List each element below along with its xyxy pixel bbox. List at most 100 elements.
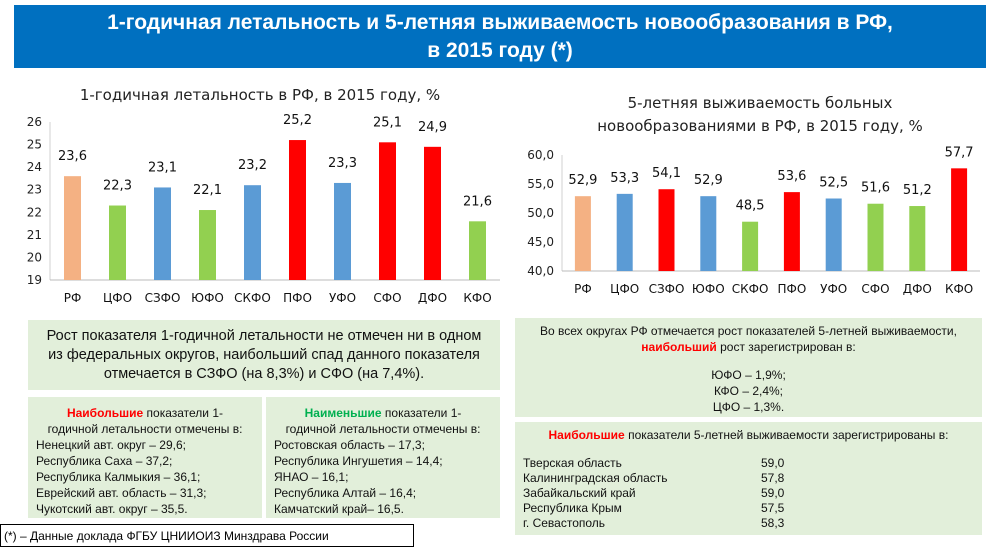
chart1-title: 1-годичная летальность в РФ, в 2015 году… xyxy=(79,86,441,104)
x-tick-label: РФ xyxy=(574,282,592,296)
y-tick-label: 20 xyxy=(27,250,42,264)
x-tick-label: СКФО xyxy=(234,291,271,305)
bar xyxy=(616,193,633,271)
slide-title: 1-годичная летальность и 5-летняя выжива… xyxy=(14,5,986,68)
y-tick-label: 55,0 xyxy=(527,177,554,191)
bar xyxy=(424,146,441,280)
x-tick-label: РФ xyxy=(64,291,82,305)
growth-line-1: Во всех округах РФ отмечается рост показ… xyxy=(540,324,957,338)
x-tick-label: КФО xyxy=(463,291,491,305)
survival-growth-box: Во всех округах РФ отмечается рост показ… xyxy=(515,318,982,417)
bar xyxy=(658,189,675,271)
x-tick-label: УФО xyxy=(820,282,847,296)
x-tick-label: ДФО xyxy=(903,282,932,296)
chart2-title-line-1: 5-летняя выживаемость больных xyxy=(627,94,893,112)
bar xyxy=(244,185,261,280)
x-tick-label: УФО xyxy=(329,291,356,305)
bar xyxy=(574,196,591,271)
data-label: 22,3 xyxy=(103,179,132,194)
lethality-chart: 19 20 21 22 23 24 25 26 23,6 РФ 22,3 ЦФО 23,1 СЗФО 22,… xyxy=(27,113,500,305)
x-tick-label: ДФО xyxy=(418,291,447,305)
y-tick-label: 25 xyxy=(27,138,42,152)
bar xyxy=(379,142,396,280)
y-tick-label: 26 xyxy=(27,115,42,129)
survival-heading: показатели 5-летней выживаемости зарегис… xyxy=(624,428,949,442)
list-item: Республика Ингушетия – 14,4; xyxy=(274,454,443,468)
x-tick-label: СКФО xyxy=(732,282,769,296)
x-tick-label: ЦФО xyxy=(103,291,132,305)
x-tick-label: ЮФО xyxy=(191,291,224,305)
region-name: Тверская область xyxy=(523,456,622,470)
list-item: Ненецкий авт. округ – 29,6; xyxy=(36,438,186,452)
bar xyxy=(289,140,306,280)
lowest-heading: показатели 1-годичной летальности отмече… xyxy=(285,406,481,436)
bar xyxy=(199,210,216,280)
data-label: 51,6 xyxy=(861,181,890,196)
bar xyxy=(783,192,800,271)
data-label: 52,9 xyxy=(568,173,597,188)
y-tick-label: 40,0 xyxy=(527,264,554,278)
list-item: ЦФО – 1,3%. xyxy=(712,400,785,414)
bar xyxy=(109,205,126,280)
x-tick-label: СФО xyxy=(861,282,889,296)
region-name: Калининградская область xyxy=(523,471,668,485)
bar xyxy=(951,168,968,271)
y-tick-label: 50,0 xyxy=(527,206,554,220)
y-tick-label: 45,0 xyxy=(527,235,554,249)
table-row: Тверская область 59,0 xyxy=(523,456,974,471)
lowest-emph: Наименьшие xyxy=(304,406,382,420)
highest-emph: Наибольшие xyxy=(66,406,144,420)
bar xyxy=(64,176,81,280)
region-name: г. Севастополь xyxy=(523,516,606,530)
x-tick-label: КФО xyxy=(945,282,973,296)
data-label: 52,9 xyxy=(694,173,723,188)
lowest-lethality-box: Наименьшие показатели 1-годичной летальн… xyxy=(266,397,500,518)
list-item: Республика Саха – 37,2; xyxy=(36,454,173,468)
data-label: 23,2 xyxy=(238,158,267,173)
y-tick-label: 23 xyxy=(27,183,42,197)
data-label: 52,5 xyxy=(819,176,848,191)
data-label: 22,1 xyxy=(193,183,222,198)
x-tick-label: СЗФО xyxy=(649,282,685,296)
survival-chart: 40,0 45,0 50,0 55,0 60,0 52,9 РФ 53,3 ЦФО 54,1 СЗФ… xyxy=(527,145,980,296)
bar xyxy=(867,203,884,271)
data-label: 25,2 xyxy=(283,113,312,128)
data-label: 21,6 xyxy=(463,194,492,209)
table-row: г. Севастополь 58,3 xyxy=(523,516,974,531)
list-item: ЯНАО – 16,1; xyxy=(274,470,349,484)
survival-emph: Наибольшие xyxy=(548,428,625,442)
region-name: Забайкальский край xyxy=(523,486,636,500)
y-tick-label: 60,0 xyxy=(527,148,554,162)
region-value: 57,5 xyxy=(761,501,785,515)
chart2-title: 5-летняя выживаемость больных новообразо… xyxy=(560,92,960,138)
lethality-summary: Рост показателя 1-годичной летальности н… xyxy=(28,320,500,390)
list-item: Республика Калмыкия – 36,1; xyxy=(36,470,201,484)
data-label: 24,9 xyxy=(418,120,447,135)
x-tick-label: СЗФО xyxy=(145,291,181,305)
list-item: Чукотский авт. округ – 35,5. xyxy=(36,502,188,516)
highest-survival-box: Наибольшие показатели 5-летней выживаемо… xyxy=(515,422,982,535)
bar xyxy=(469,221,486,280)
y-tick-label: 24 xyxy=(27,160,42,174)
title-line-2: в 2015 году (*) xyxy=(427,38,573,62)
highest-heading: показатели 1-годичной летальности отмече… xyxy=(47,406,243,436)
list-item: ЮФО – 1,9%; xyxy=(711,368,786,382)
data-label: 25,1 xyxy=(373,115,402,130)
footnote: (*) – Данные доклада ФГБУ ЦНИИОИЗ Минздр… xyxy=(0,524,414,547)
growth-line-2: рост зарегистрирован в: xyxy=(716,340,856,354)
y-tick-label: 19 xyxy=(27,273,42,287)
y-tick-label: 22 xyxy=(27,205,42,219)
bar xyxy=(742,221,759,271)
list-item: Еврейский авт. область – 31,3; xyxy=(36,486,207,500)
data-label: 53,6 xyxy=(777,169,806,184)
highest-lethality-box: Наибольшие показатели 1-годичной летальн… xyxy=(28,397,262,518)
data-label: 48,5 xyxy=(736,199,765,214)
bar xyxy=(909,206,926,271)
y-tick-label: 21 xyxy=(27,228,42,242)
x-tick-label: ПФО xyxy=(777,282,806,296)
data-label: 23,1 xyxy=(148,160,177,175)
list-item: Республика Алтай – 16,4; xyxy=(274,486,417,500)
table-row: Забайкальский край 59,0 xyxy=(523,486,974,501)
x-tick-label: ЮФО xyxy=(692,282,725,296)
growth-emph: наибольший xyxy=(641,340,717,354)
